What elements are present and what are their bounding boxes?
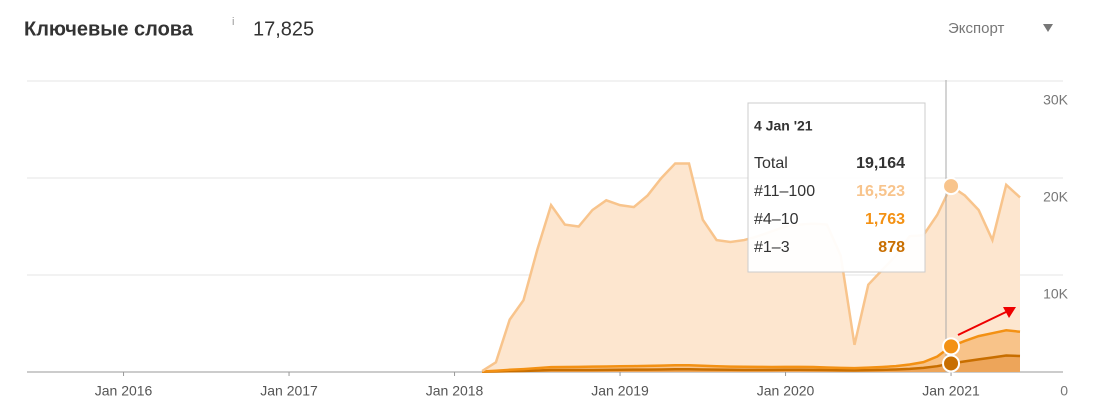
x-tick-label: Jan 2021 — [922, 383, 980, 399]
tooltip-label: Total — [754, 155, 788, 172]
title: Ключевые слова — [24, 18, 194, 40]
tooltip-label: #1–3 — [754, 239, 790, 256]
export-dropdown-arrow[interactable] — [1043, 24, 1053, 32]
hover-dot — [942, 337, 961, 356]
tooltip: 4 Jan '21 Total 19,164 #11–100 16,523 #4–1… — [747, 102, 926, 273]
series-line — [482, 329, 1021, 373]
x-tick-label: Jan 2019 — [591, 383, 649, 399]
area-fill — [482, 355, 1020, 372]
hover-dots — [942, 177, 961, 373]
tooltip-date: 4 Jan '21 — [754, 118, 813, 134]
y-tick-label: 10K — [1043, 286, 1069, 302]
y-tick-label: 30K — [1043, 92, 1069, 108]
tooltip-label: #11–100 — [754, 183, 815, 200]
x-tick-label: Jan 2017 — [260, 383, 318, 399]
export-button[interactable]: Экспорт — [948, 20, 1004, 37]
annotation-arrowhead — [1003, 307, 1016, 318]
info-icon[interactable]: i — [232, 16, 234, 28]
hover-dot — [942, 354, 961, 373]
x-tick-label: Jan 2018 — [426, 383, 484, 399]
annotation-arrow — [957, 311, 1007, 336]
keyword-count: 17,825 — [253, 18, 314, 40]
y-tick-label: 20K — [1043, 189, 1069, 205]
hover-dot — [942, 177, 961, 196]
x-tick-label: Jan 2020 — [757, 383, 815, 399]
series-line — [482, 354, 1021, 374]
tooltip-value: 878 — [878, 239, 905, 256]
y-tick-label: 0 — [1060, 383, 1068, 399]
tooltip-value: 19,164 — [856, 155, 905, 172]
tooltip-value: 16,523 — [856, 183, 905, 200]
tooltip-value: 1,763 — [865, 211, 905, 228]
x-tick-label: Jan 2016 — [95, 383, 153, 399]
tooltip-label: #4–10 — [754, 211, 799, 228]
tooltip-box — [747, 102, 926, 273]
